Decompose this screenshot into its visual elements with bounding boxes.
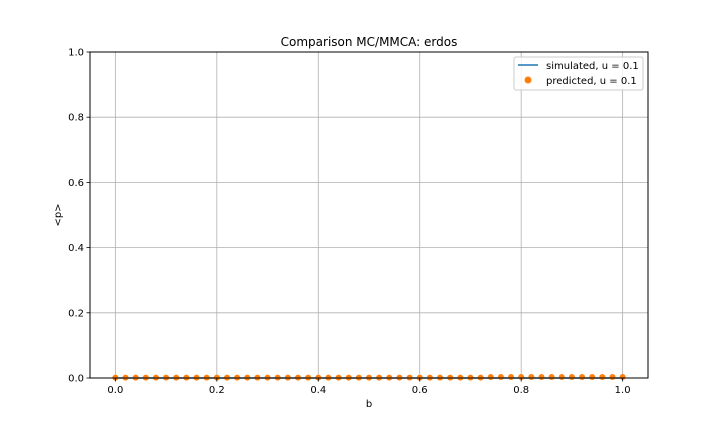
legend-label-simulated: simulated, u = 0.1 — [546, 61, 639, 72]
data-point-predicted — [609, 374, 616, 381]
tick-layer: 0.0 0.2 0.4 0.6 0.8 1.0 0.0 0.2 0.4 0.6 0.8 1.0 — [68, 48, 630, 397]
data-point-predicted — [558, 374, 565, 381]
plot-frame — [89, 51, 649, 379]
legend-label-predicted: predicted, u = 0.1 — [546, 76, 637, 87]
x-tick-label: 1.0 — [615, 385, 631, 396]
data-point-predicted — [497, 374, 504, 381]
y-tick-label: 0.4 — [68, 243, 84, 254]
legend-box — [513, 56, 644, 91]
y-axis-label: <p> — [53, 203, 64, 226]
legend-dot-marker — [524, 76, 532, 84]
x-tick-label: 0.2 — [209, 385, 225, 396]
data-point-predicted — [538, 374, 545, 381]
data-point-predicted — [487, 374, 494, 381]
data-point-predicted — [619, 374, 626, 381]
x-tick-label: 0.8 — [513, 385, 529, 396]
data-point-predicted — [579, 374, 586, 381]
y-tick-label: 1.0 — [68, 48, 84, 59]
x-axis-label: b — [366, 399, 372, 410]
y-tick-label: 0.0 — [68, 374, 84, 385]
y-tick-label: 0.8 — [68, 113, 84, 124]
data-point-predicted — [508, 374, 515, 381]
data-point-predicted — [528, 374, 535, 381]
x-tick-label: 0.4 — [310, 385, 326, 396]
x-tick-label: 0.0 — [107, 385, 123, 396]
data-point-predicted — [599, 374, 606, 381]
x-tick-label: 0.6 — [412, 385, 428, 396]
legend: simulated, u = 0.1 predicted, u = 0.1 — [513, 56, 644, 91]
data-point-predicted — [589, 374, 596, 381]
y-tick-label: 0.2 — [68, 308, 84, 319]
data-point-predicted — [548, 374, 555, 381]
data-point-predicted — [568, 374, 575, 381]
y-tick-label: 0.6 — [68, 178, 84, 189]
data-point-predicted — [518, 374, 525, 381]
chart-title: Comparison MC/MMCA: erdos — [281, 35, 458, 49]
